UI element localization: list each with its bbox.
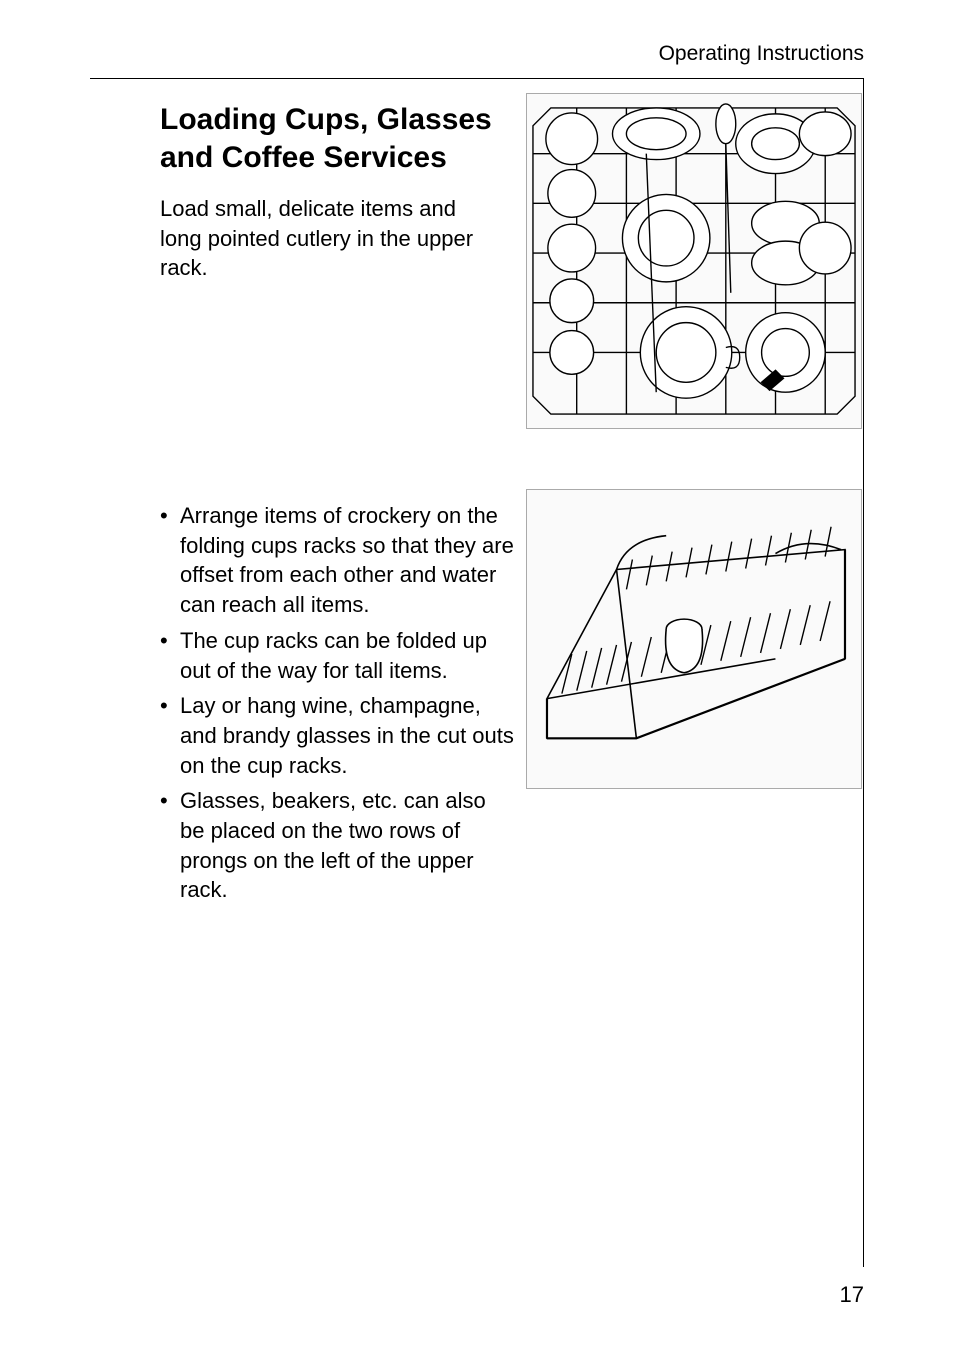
list-item: Glasses, beakers, etc. can also be place… bbox=[160, 786, 516, 905]
list-item: Lay or hang wine, champagne, and brandy … bbox=[160, 691, 516, 780]
running-title: Operating Instructions bbox=[659, 42, 864, 66]
right-margin-rule bbox=[863, 79, 864, 1267]
list-item: Arrange items of crockery on the folding… bbox=[160, 501, 516, 620]
running-header: Operating Instructions bbox=[90, 42, 864, 76]
list-item: The cup racks can be folded up out of th… bbox=[160, 626, 516, 685]
instruction-list: Arrange items of crockery on the folding… bbox=[160, 501, 516, 905]
section-intro: Load small, delicate items and long poin… bbox=[160, 194, 500, 283]
page-number: 17 bbox=[840, 1282, 864, 1308]
section-title: Loading Cups, Glasses and Coffee Service… bbox=[160, 101, 520, 176]
rack-loaded-illustration-icon bbox=[527, 94, 861, 428]
content-area: Loading Cups, Glasses and Coffee Service… bbox=[90, 79, 864, 1229]
manual-page: Operating Instructions Loading Cups, Gla… bbox=[0, 0, 954, 1352]
figure-upper-rack-empty bbox=[526, 489, 862, 789]
rack-empty-illustration-icon bbox=[527, 490, 861, 788]
figure-upper-rack-loaded bbox=[526, 93, 862, 429]
